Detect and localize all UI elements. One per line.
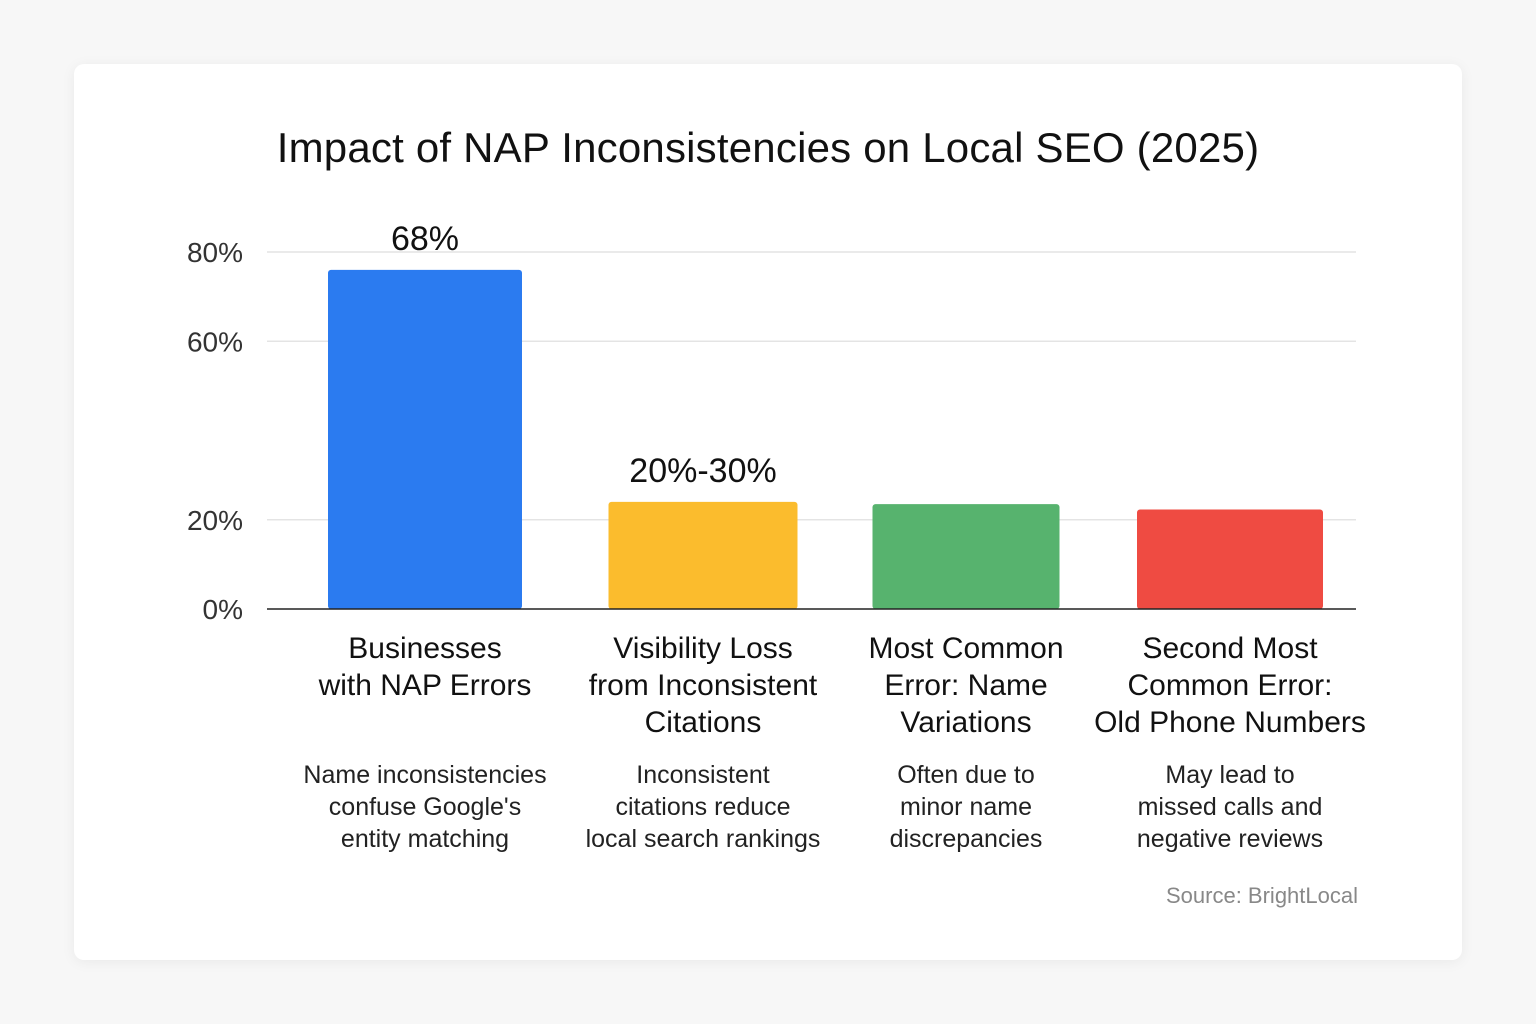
category-description-line: negative reviews xyxy=(1136,825,1324,853)
bar-2 xyxy=(608,501,798,609)
bar-4 xyxy=(1137,509,1323,609)
category-label-line: Most Common xyxy=(868,632,1064,665)
category-label-line: Error: Name xyxy=(884,669,1048,702)
category-label-line: from Inconsistent xyxy=(588,669,818,702)
category-label-line: Businesses xyxy=(348,632,502,665)
category-description-line: May lead to xyxy=(1165,761,1295,789)
category-description-line: entity matching xyxy=(340,825,510,853)
category-description-line: discrepancies xyxy=(889,825,1043,853)
category-description-line: citations reduce xyxy=(615,793,791,821)
category-description-line: missed calls and xyxy=(1137,793,1323,821)
category-label-line: Common Error: xyxy=(1127,669,1333,702)
category-label-line: with NAP Errors xyxy=(318,669,532,702)
category-label-line: Second Most xyxy=(1142,632,1318,665)
category-label-3: Most Common Error: Name Variations xyxy=(821,630,1111,741)
category-description-1: Name inconsistencies confuse Google's enti… xyxy=(280,759,570,855)
y-tick-label: 60% xyxy=(187,326,243,357)
category-label-4: Second Most Common Error: Old Phone Number… xyxy=(1085,630,1375,741)
y-tick-label: 0% xyxy=(203,594,243,625)
category-label-line: Variations xyxy=(900,706,1032,739)
category-description-line: local search rankings xyxy=(585,825,821,853)
bar-1 xyxy=(328,269,522,609)
category-description-line: Inconsistent xyxy=(636,761,770,789)
data-label-1: 68% xyxy=(391,220,459,258)
category-label-line: Citations xyxy=(644,706,762,739)
category-label-line: Visibility Loss xyxy=(613,632,793,665)
data-label-2: 20%-30% xyxy=(629,452,776,490)
category-description-3: Often due to minor name discrepancies xyxy=(821,759,1111,855)
bar-3 xyxy=(872,504,1060,609)
category-label-line: Old Phone Numbers xyxy=(1094,706,1366,739)
category-label-1: Businesses with NAP Errors xyxy=(280,630,570,704)
category-description-2: Inconsistent citations reduce local search… xyxy=(558,759,848,855)
chart-title: Impact of NAP Inconsistencies on Local S… xyxy=(276,124,1260,171)
category-description-4: May lead to missed calls and negative revi… xyxy=(1085,759,1375,855)
category-description-line: confuse Google's xyxy=(328,793,522,821)
y-tick-label: 80% xyxy=(187,237,243,268)
source-note: Source: BrightLocal xyxy=(1166,883,1358,908)
category-description-line: Often due to xyxy=(897,761,1035,789)
category-label-2: Visibility Loss from Inconsistent Citation… xyxy=(558,630,848,741)
category-description-line: minor name xyxy=(900,793,1032,821)
category-description-line: Name inconsistencies xyxy=(303,761,547,789)
y-tick-label: 20% xyxy=(187,505,243,536)
